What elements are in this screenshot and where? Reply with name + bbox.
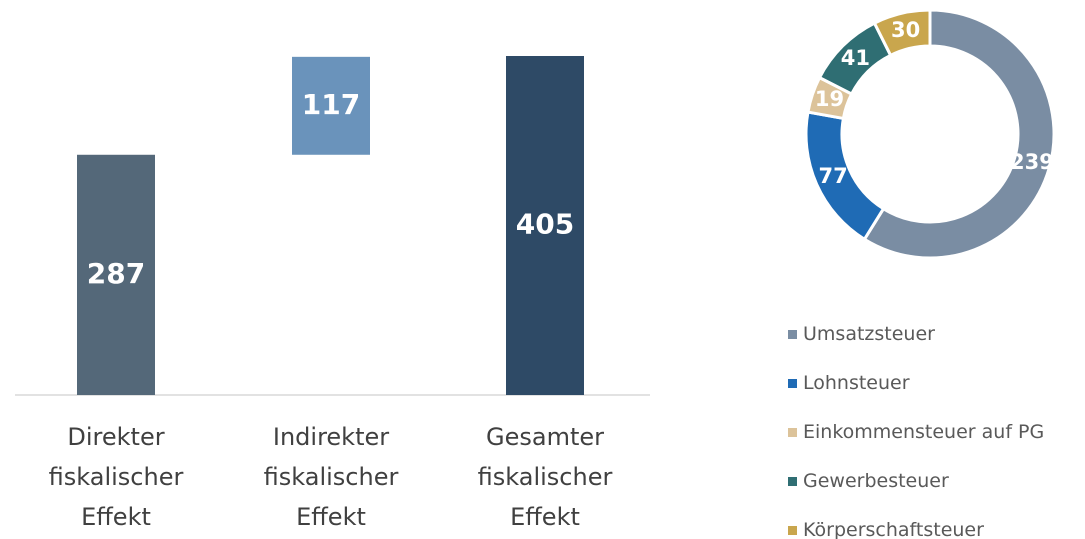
legend-swatch <box>788 329 797 339</box>
data-label: 405 <box>516 208 574 241</box>
x-tick-label: Direkter fiskalischer Effekt <box>48 423 184 531</box>
legend-swatch <box>788 525 797 535</box>
legend-label: Umsatzsteuer <box>803 323 935 345</box>
legend-swatch <box>788 476 797 486</box>
donut-slice <box>872 8 932 58</box>
legend-label: Körperschaftsteuer <box>803 519 984 539</box>
bar <box>77 154 155 395</box>
bar <box>506 56 584 395</box>
legend-swatch <box>788 378 797 388</box>
legend-item: Gewerbesteuer <box>788 470 949 492</box>
x-tick-label: Gesamter fiskalischer Effekt <box>477 423 613 531</box>
data-label: 117 <box>302 88 360 121</box>
legend-label: Einkommensteuer auf PG <box>803 421 1045 443</box>
legend-label: Gewerbesteuer <box>803 470 949 492</box>
data-label: 41 <box>841 46 870 70</box>
legend-item: Einkommensteuer auf PG <box>788 421 1044 443</box>
legend-item: Lohnsteuer <box>788 372 910 394</box>
x-tick-label: Indirekter fiskalischer Effekt <box>263 423 399 531</box>
legend-label: Lohnsteuer <box>803 372 910 394</box>
data-label: 77 <box>819 164 848 188</box>
data-label: 30 <box>891 18 920 42</box>
bar <box>292 56 370 155</box>
legend-swatch <box>788 427 797 437</box>
data-label: 19 <box>815 87 844 111</box>
donut-slice <box>862 8 1056 260</box>
data-label: 287 <box>87 257 145 290</box>
data-label: 239 <box>1010 150 1054 174</box>
legend-item: Körperschaftsteuer <box>788 519 984 539</box>
legend-item: Umsatzsteuer <box>788 323 935 345</box>
